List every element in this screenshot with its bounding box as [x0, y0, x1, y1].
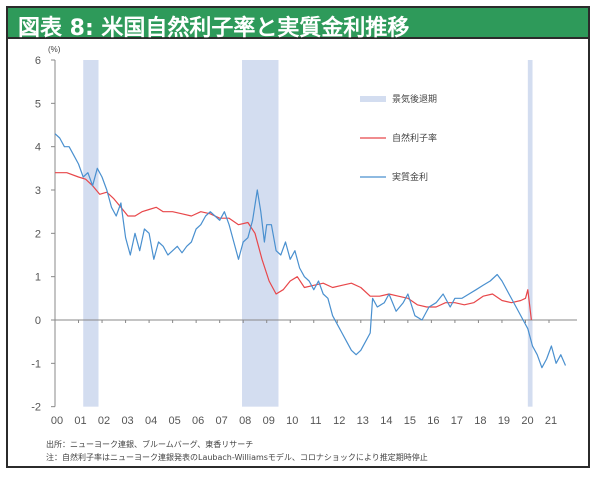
legend-recession-swatch [360, 96, 386, 102]
x-tick-label: 13 [357, 415, 369, 427]
y-tick-label: -1 [31, 358, 41, 370]
x-tick-label: 04 [145, 415, 157, 427]
y-tick-label: 5 [35, 98, 41, 110]
real-rate-line [54, 133, 567, 369]
natural-rate-line [55, 172, 532, 321]
legend-natural-rate-label: 自然利子率 [392, 132, 437, 144]
chart-title: 図表 8: 米国自然利子率と実質金利推移 [18, 16, 410, 41]
x-tick-label: 20 [521, 415, 533, 427]
x-tick-label: 06 [192, 415, 204, 427]
x-tick-label: 19 [498, 415, 510, 427]
x-tick-label: 12 [333, 415, 345, 427]
y-tick-label: 2 [35, 228, 41, 240]
x-tick-label: 10 [286, 415, 298, 427]
footnote: 注：自然利子率はニューヨーク連銀発表のLaubach-Williamsモデル、コ… [46, 453, 428, 462]
x-tick-label: 08 [239, 415, 251, 427]
x-tick-label: 15 [404, 415, 416, 427]
x-tick-label: 18 [474, 415, 486, 427]
title-bar: 図表 8: 米国自然利子率と実質金利推移 [6, 6, 590, 41]
y-tick-label: 1 [35, 272, 41, 284]
x-tick-label: 03 [121, 415, 133, 427]
x-tick-label: 05 [168, 415, 180, 427]
y-tick-label: 6 [35, 55, 41, 67]
x-tick-label: 16 [427, 415, 439, 427]
recession-band [527, 60, 533, 407]
y-tick-label: 3 [35, 185, 41, 197]
legend: 景気後退期 自然利子率 実質金利 [360, 93, 437, 183]
series-lines [54, 133, 567, 369]
chart-frame [6, 6, 590, 468]
x-tick-label: 21 [545, 415, 557, 427]
y-tick-label: 0 [35, 315, 41, 327]
y-tick-label: -2 [31, 402, 41, 414]
legend-real-rate-label: 実質金利 [392, 171, 428, 183]
x-tick-label: 07 [216, 415, 228, 427]
chart-notes: 出所：ニューヨーク連銀、ブルームバーグ、東香リサーチ 注：自然利子率はニューヨー… [46, 438, 428, 464]
x-tick-label: 11 [310, 415, 321, 427]
recession-band [83, 60, 99, 407]
x-tick-label: 00 [51, 415, 63, 427]
x-tick-label: 14 [380, 415, 392, 427]
y-tick-label: 4 [35, 142, 41, 154]
recession-bands [83, 60, 533, 407]
x-tick-label: 17 [451, 415, 463, 427]
x-tick-label: 09 [263, 415, 275, 427]
source-note: 出所：ニューヨーク連銀、ブルームバーグ、東香リサーチ [46, 440, 254, 449]
x-tick-label: 01 [74, 415, 86, 427]
legend-recession-label: 景気後退期 [392, 93, 437, 105]
y-unit-label: (%) [48, 45, 61, 54]
x-tick-label: 02 [98, 415, 110, 427]
